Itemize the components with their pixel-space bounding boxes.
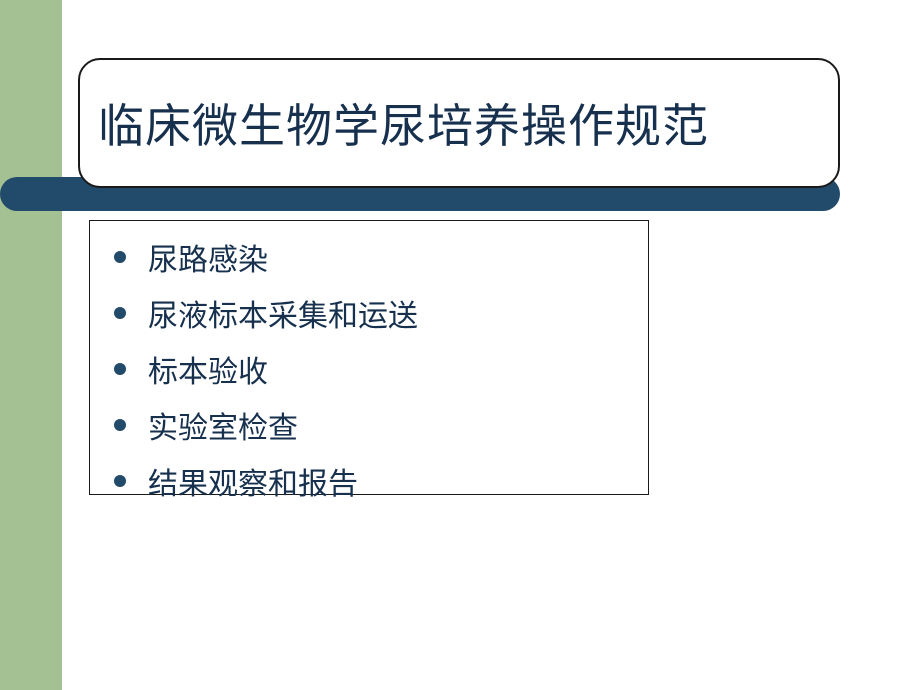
- content-list: 尿路感染 尿液标本采集和运送 标本验收 实验室检查 结果观察和报告: [114, 235, 624, 503]
- title-box: 临床微生物学尿培养操作规范: [78, 58, 840, 188]
- bullet-icon: [114, 307, 126, 319]
- list-item: 尿液标本采集和运送: [114, 291, 624, 335]
- list-item: 结果观察和报告: [114, 459, 624, 503]
- list-item-label: 标本验收: [148, 347, 268, 391]
- bullet-icon: [114, 363, 126, 375]
- content-box: 尿路感染 尿液标本采集和运送 标本验收 实验室检查 结果观察和报告: [89, 220, 649, 495]
- list-item: 尿路感染: [114, 235, 624, 279]
- bullet-icon: [114, 419, 126, 431]
- sidebar-accent: [0, 0, 62, 690]
- page-title: 临床微生物学尿培养操作规范: [98, 90, 709, 156]
- list-item-label: 实验室检查: [148, 403, 298, 447]
- list-item-label: 尿液标本采集和运送: [148, 291, 418, 335]
- list-item-label: 尿路感染: [148, 235, 268, 279]
- list-item: 标本验收: [114, 347, 624, 391]
- list-item: 实验室检查: [114, 403, 624, 447]
- bullet-icon: [114, 251, 126, 263]
- bullet-icon: [114, 475, 126, 487]
- list-item-label: 结果观察和报告: [148, 459, 358, 503]
